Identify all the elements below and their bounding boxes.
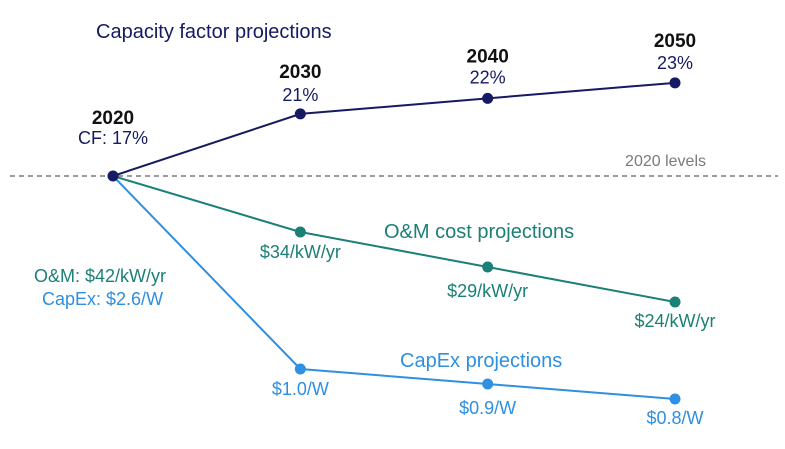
year-label-2050: 2050 <box>654 31 696 52</box>
data-label-s2-2030: $1.0/W <box>272 379 329 399</box>
data-label-s0-2050: 23% <box>657 53 693 73</box>
data-label-s1-2050: $24/kW/yr <box>634 311 715 331</box>
data-label-s0-2030: 21% <box>282 85 318 105</box>
series-points <box>107 77 681 405</box>
data-point-s0-2020 <box>107 170 119 182</box>
data-label-s2-2020: CapEx: $2.6/W <box>42 289 163 309</box>
data-label-s2-2040: $0.9/W <box>459 398 516 418</box>
series-line-0 <box>112 81 676 177</box>
point-labels: CF: 17% 21% 22% 23% 2020 2030 2040 2050 O&M: $42… <box>34 31 716 428</box>
series-title-capex: CapEx projections <box>400 350 562 372</box>
data-label-s0-2020: CF: 17% <box>78 128 148 148</box>
data-point-s1-2050 <box>669 296 681 308</box>
series-title-capacity-factor: Capacity factor projections <box>96 21 332 43</box>
data-point-s0-2040 <box>482 92 494 104</box>
data-point-s1-2030 <box>294 226 306 238</box>
data-point-s1-2040 <box>482 261 494 273</box>
series-line-1 <box>112 175 676 303</box>
year-label-2030: 2030 <box>279 62 321 83</box>
series-line-2 <box>112 175 676 400</box>
data-label-s1-2040: $29/kW/yr <box>447 281 528 301</box>
series-title-om-cost: O&M cost projections <box>384 221 574 243</box>
data-point-s2-2050 <box>669 393 681 405</box>
data-point-s0-2030 <box>294 108 306 120</box>
data-point-s2-2030 <box>294 363 306 375</box>
year-label-2020: 2020 <box>92 108 134 129</box>
data-label-s0-2040: 22% <box>470 67 506 87</box>
data-point-s0-2050 <box>669 77 681 89</box>
data-label-s1-2030: $34/kW/yr <box>260 242 341 262</box>
year-label-2040: 2040 <box>467 46 509 67</box>
data-label-s1-2020: O&M: $42/kW/yr <box>34 266 166 286</box>
reference-line-label: 2020 levels <box>625 153 706 170</box>
data-label-s2-2050: $0.8/W <box>646 408 703 428</box>
series-lines <box>112 81 676 400</box>
data-point-s2-2040 <box>482 378 494 390</box>
